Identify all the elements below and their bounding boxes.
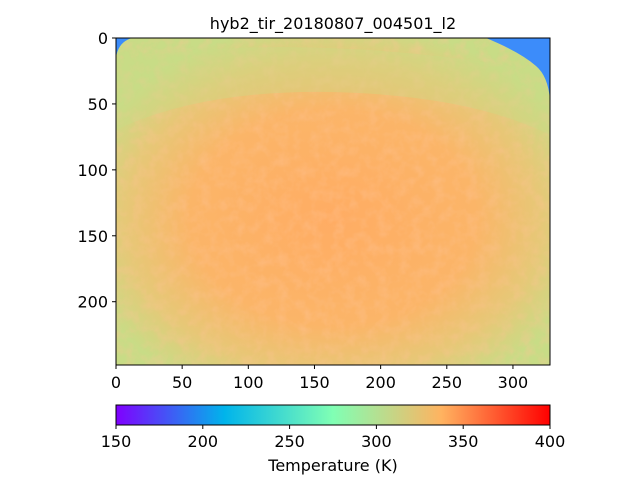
- x-tick-label: 300: [498, 373, 529, 392]
- x-tick-label: 200: [365, 373, 396, 392]
- x-tick-label: 150: [299, 373, 330, 392]
- y-tick-label: 150: [77, 227, 108, 246]
- colorbar: 150 200 250 300 350 400 Temperature (K): [101, 404, 566, 475]
- y-tick-label: 0: [98, 29, 108, 48]
- colorbar-tick-label: 150: [101, 432, 132, 451]
- x-tick-label: 0: [111, 373, 121, 392]
- x-tick-label: 250: [432, 373, 463, 392]
- chart-title: hyb2_tir_20180807_004501_l2: [210, 14, 456, 34]
- surface-texture: [116, 38, 550, 365]
- colorbar-gradient: [115, 404, 551, 426]
- colorbar-tick-label: 300: [361, 432, 392, 451]
- y-tick-label: 200: [77, 293, 108, 312]
- x-axis: 0 50 100 150 200 250 300: [111, 365, 528, 392]
- x-tick-label: 50: [172, 373, 192, 392]
- y-tick-label: 100: [77, 161, 108, 180]
- colorbar-tick-label: 350: [448, 432, 479, 451]
- colorbar-tick-label: 400: [535, 432, 566, 451]
- y-tick-label: 50: [88, 95, 108, 114]
- y-axis: 0 50 100 150 200: [77, 29, 116, 312]
- colorbar-ticks: 150 200 250 300 350 400: [101, 425, 566, 451]
- colorbar-tick-label: 200: [188, 432, 219, 451]
- x-tick-label: 100: [233, 373, 264, 392]
- axes-frame: [115, 37, 551, 366]
- plot-area: [116, 38, 550, 365]
- colorbar-label: Temperature (K): [267, 456, 397, 475]
- limb-band: [116, 47, 550, 136]
- colorbar-tick-label: 250: [274, 432, 305, 451]
